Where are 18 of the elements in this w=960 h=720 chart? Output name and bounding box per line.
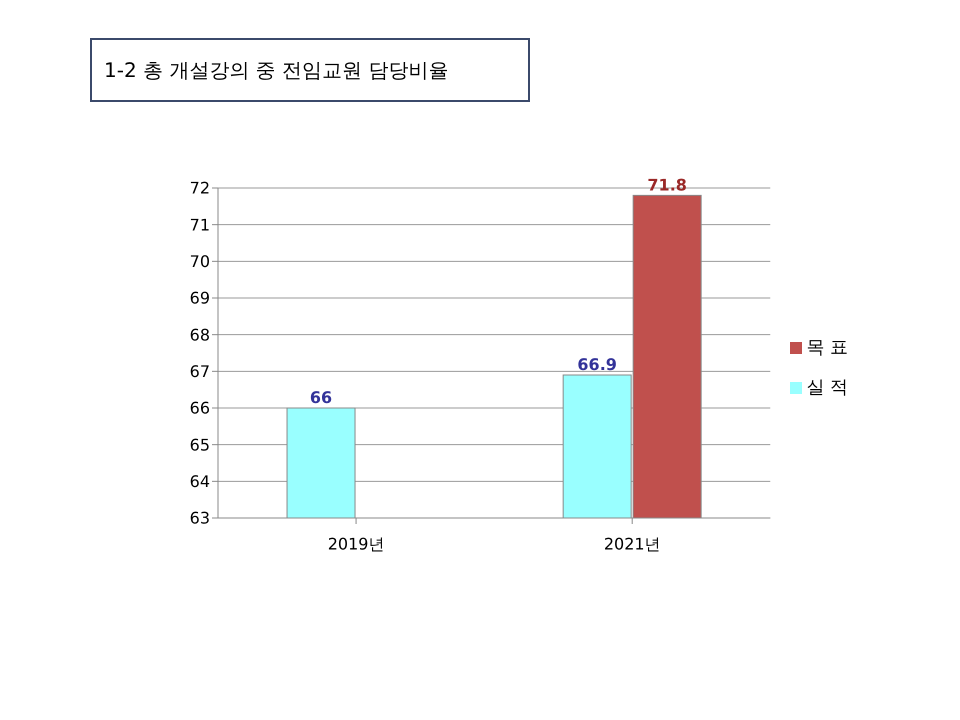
legend-label: 실 적 xyxy=(806,377,848,398)
x-tick-label: 2019년 xyxy=(328,534,384,554)
y-tick-label: 67 xyxy=(190,362,210,382)
y-tick-label: 69 xyxy=(190,288,210,308)
y-tick-label: 68 xyxy=(190,325,210,344)
y-tick-label: 70 xyxy=(190,252,210,272)
y-tick-label: 64 xyxy=(190,472,210,492)
data-label: 66.9 xyxy=(577,355,617,374)
y-tick-label: 65 xyxy=(190,435,210,454)
chart-title: 1-2 총 개설강의 중 전임교원 담당비율 xyxy=(90,38,530,102)
data-label: 71.8 xyxy=(647,175,687,194)
y-tick-label: 72 xyxy=(190,178,210,198)
x-tick-label: 2021년 xyxy=(604,534,661,554)
y-tick-label: 71 xyxy=(190,215,210,234)
data-label: 66 xyxy=(310,388,332,407)
y-tick-label: 63 xyxy=(190,508,210,528)
legend-label: 목 표 xyxy=(806,337,848,358)
y-tick-label: 66 xyxy=(190,398,210,418)
